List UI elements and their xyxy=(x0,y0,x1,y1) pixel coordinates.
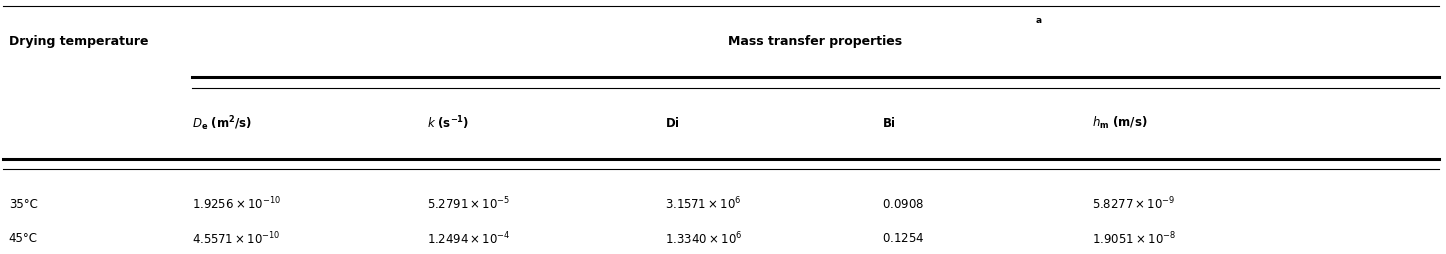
Text: $\mathbf{Bi}$: $\mathbf{Bi}$ xyxy=(882,116,897,130)
Text: a: a xyxy=(1035,16,1041,25)
Text: $5.2791 \times 10^{-5}$: $5.2791 \times 10^{-5}$ xyxy=(427,196,510,213)
Text: $\mathbf{Di}$: $\mathbf{Di}$ xyxy=(665,116,680,130)
Text: $\mathbf{\mathit{D}_{e}}$ $\mathbf{(m^{2}/s)}$: $\mathbf{\mathit{D}_{e}}$ $\mathbf{(m^{2… xyxy=(192,114,253,133)
Text: $1.2494 \times 10^{-4}$: $1.2494 \times 10^{-4}$ xyxy=(427,230,510,247)
Text: Drying temperature: Drying temperature xyxy=(9,35,147,49)
Text: $0.0908$: $0.0908$ xyxy=(882,198,924,211)
Text: $1.9256 \times 10^{-10}$: $1.9256 \times 10^{-10}$ xyxy=(192,196,282,213)
Text: 35°C: 35°C xyxy=(9,198,38,211)
Text: Mass transfer properties: Mass transfer properties xyxy=(729,35,902,49)
Text: $1.9051 \times 10^{-8}$: $1.9051 \times 10^{-8}$ xyxy=(1092,230,1176,247)
Text: $4.5571 \times 10^{-10}$: $4.5571 \times 10^{-10}$ xyxy=(192,230,281,247)
Text: $5.8277 \times 10^{-9}$: $5.8277 \times 10^{-9}$ xyxy=(1092,196,1176,213)
Text: $\mathbf{\mathit{h}_{m}}$ $\mathbf{(m/s)}$: $\mathbf{\mathit{h}_{m}}$ $\mathbf{(m/s)… xyxy=(1092,115,1147,131)
Text: $3.1571 \times 10^{6}$: $3.1571 \times 10^{6}$ xyxy=(665,196,742,213)
Text: $1.3340 \times 10^{6}$: $1.3340 \times 10^{6}$ xyxy=(665,230,743,247)
Text: $0.1254$: $0.1254$ xyxy=(882,232,924,245)
Text: $\mathbf{\mathit{k}}$ $\mathbf{(s^{-1})}$: $\mathbf{\mathit{k}}$ $\mathbf{(s^{-1})}… xyxy=(427,114,469,132)
Text: 45°C: 45°C xyxy=(9,232,38,245)
